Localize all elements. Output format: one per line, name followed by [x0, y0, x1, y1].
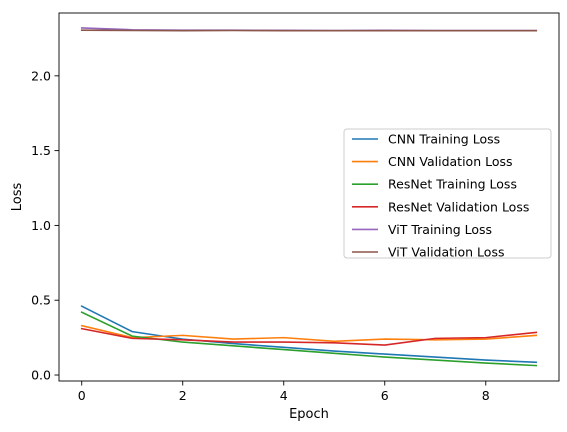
y-axis-title: Loss: [10, 183, 25, 212]
legend-label: CNN Training Loss: [388, 132, 500, 147]
legend-label: CNN Validation Loss: [388, 154, 513, 169]
x-tick-label: 4: [280, 388, 288, 403]
y-tick-label: 1.5: [31, 143, 51, 158]
x-tick-label: 6: [381, 388, 389, 403]
series-line-4: [80, 327, 538, 346]
x-tick-label: 0: [78, 388, 86, 403]
legend-box: [343, 128, 552, 259]
legend-label: ViT Training Loss: [388, 222, 492, 237]
legend: CNN Training Loss CNN Validation Loss ResN…: [343, 128, 552, 260]
y-tick-label: 1.0: [31, 218, 51, 233]
y-tick-label: 0.5: [31, 293, 51, 308]
series-line-2: [80, 324, 538, 343]
y-tick-label: 2.0: [31, 68, 51, 83]
x-tick-label: 2: [179, 388, 187, 403]
series-line-1: [80, 305, 538, 364]
legend-label: ViT Validation Loss: [388, 245, 504, 260]
legend-label: ResNet Validation Loss: [388, 199, 529, 214]
x-axis: 0 2 4 6 8: [78, 381, 490, 403]
x-tick-label: 8: [482, 388, 490, 403]
y-tick-label: 0.0: [31, 368, 51, 383]
series-layer: [80, 27, 538, 367]
legend-label: ResNet Training Loss: [388, 177, 517, 192]
x-axis-title: Epoch: [289, 407, 329, 422]
y-axis: 0.0 0.5 1.0 1.5 2.0: [31, 68, 59, 383]
plot-frame: [58, 12, 560, 382]
